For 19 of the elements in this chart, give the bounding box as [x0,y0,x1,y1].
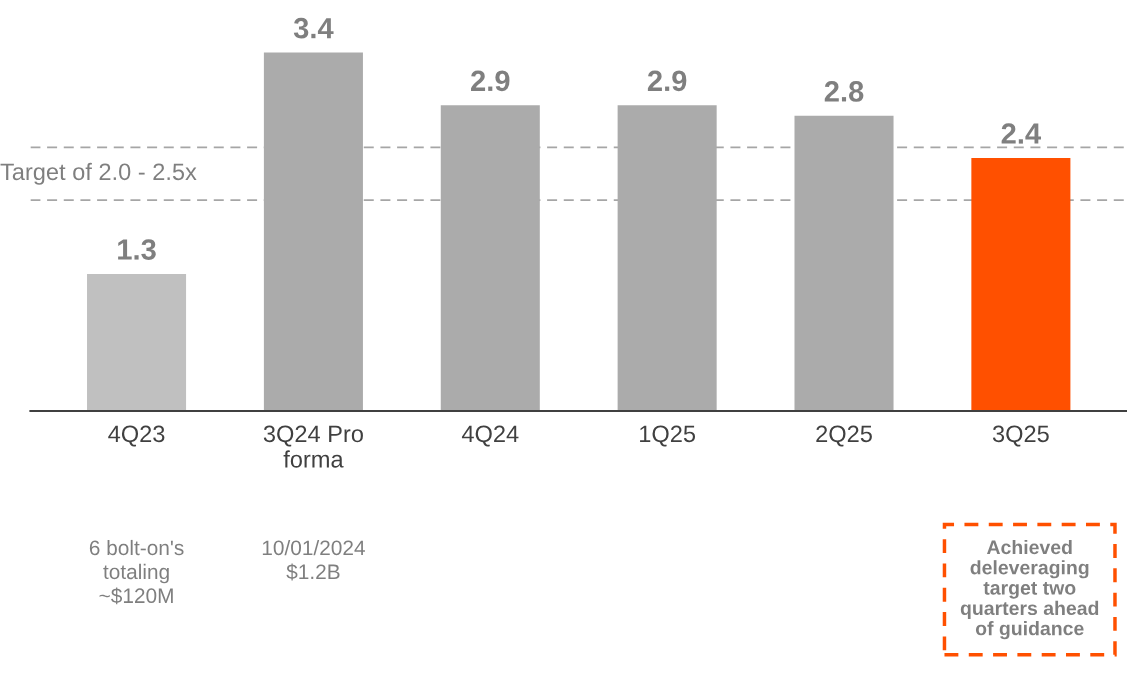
x-tick-label: 2Q25 [816,425,872,447]
data-label: 2.4 [1001,123,1041,144]
data-label: 1.3 [118,239,156,260]
bar [971,158,1071,411]
bar [87,273,187,411]
text: Achieved deleveraging target two quarters ahead of guidance [960,539,1099,640]
x-tick-label: 1Q25 [640,425,696,447]
data-label: 3.4 [293,17,334,39]
x-tick-label: 4Q23 [108,425,165,447]
data-label: 2.9 [647,70,687,92]
data-label: 2.8 [824,81,864,102]
text: 6 bolt-on's totaling ~$120M [89,539,184,605]
x-tick-label: 3Q24 Pro forma [263,425,363,468]
text: 10/01/2024 $1.2B [262,539,365,581]
ref-line-label: Target of 2.0 - 2.5x [0,162,197,185]
data-label: 2.9 [471,70,510,92]
x-tick-label: 3Q25 [992,425,1049,447]
x-tick-label: 4Q24 [461,425,519,447]
bar [794,115,894,411]
